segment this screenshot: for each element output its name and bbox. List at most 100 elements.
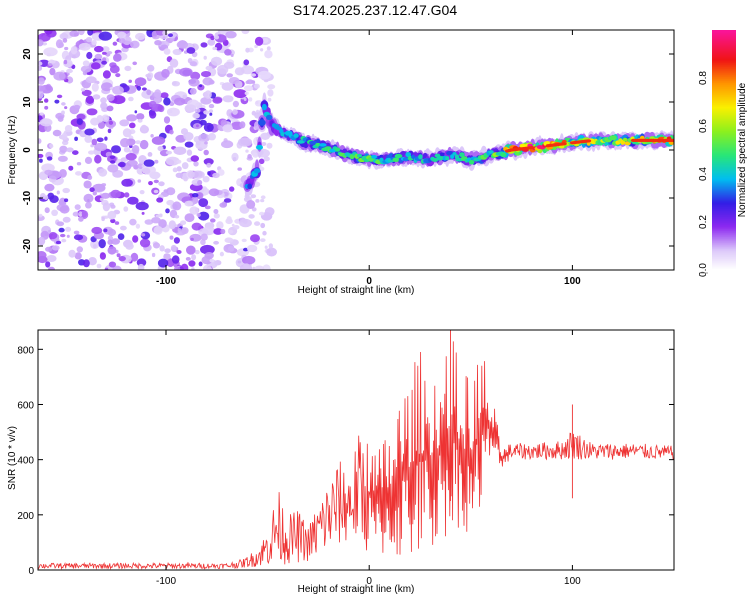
noise-blob: [84, 135, 93, 143]
noise-blob: [220, 228, 226, 235]
ridge-blob: [256, 144, 263, 150]
noise-blob: [109, 155, 116, 159]
spec-xtick-label: -100: [156, 276, 176, 287]
ridge-blob: [258, 119, 266, 126]
noise-blob: [261, 142, 267, 146]
noise-blob: [253, 83, 260, 89]
noise-blob: [153, 225, 163, 235]
colorbar-swatch: [712, 94, 736, 97]
noise-blob: [222, 95, 234, 103]
noise-blob: [87, 30, 94, 36]
noise-blob: [113, 53, 122, 62]
noise-blob: [186, 149, 193, 156]
ridge-blob: [247, 183, 253, 190]
noise-blob: [208, 188, 220, 197]
noise-blob: [153, 179, 159, 184]
ridge-blob: [609, 135, 617, 141]
ridge-blob: [622, 137, 628, 142]
noise-blob: [173, 146, 187, 155]
noise-blob: [38, 77, 45, 85]
noise-blob: [213, 34, 220, 40]
noise-blob: [85, 95, 95, 105]
spec-xlabel: Height of straight line (km): [298, 285, 415, 296]
noise-blob: [130, 40, 140, 49]
ridge-blob: [468, 159, 475, 165]
colorbar-swatch: [712, 40, 736, 43]
noise-blob: [69, 30, 79, 37]
snr-frame: [37, 329, 675, 571]
noise-blob: [174, 266, 181, 270]
noise-blob: [106, 94, 115, 102]
noise-blob: [158, 181, 165, 187]
noise-blob: [223, 61, 235, 69]
noise-blob: [103, 228, 108, 233]
noise-blob: [151, 217, 161, 224]
noise-blob: [137, 179, 142, 183]
spec-ytick-label: -10: [22, 190, 33, 205]
noise-blob: [38, 39, 44, 47]
noise-blob: [55, 240, 62, 245]
noise-blob: [98, 239, 106, 249]
colorbar-swatch: [712, 46, 736, 49]
noise-blob: [210, 218, 216, 223]
noise-blob: [208, 133, 216, 141]
noise-blob: [213, 240, 220, 245]
noise-blob: [234, 67, 245, 76]
colorbar-swatch: [712, 184, 736, 187]
noise-blob: [166, 187, 176, 196]
noise-blob: [107, 235, 113, 241]
noise-blob: [222, 124, 233, 133]
snr-ytick-label: 800: [17, 345, 34, 356]
ridge-blob: [253, 168, 261, 174]
noise-blob: [143, 159, 155, 167]
noise-blob: [112, 85, 124, 95]
noise-blob: [85, 76, 97, 84]
noise-blob: [87, 175, 93, 180]
noise-blob: [169, 235, 174, 240]
colorbar-swatch: [712, 156, 736, 159]
ridge-blob: [445, 156, 450, 161]
noise-blob: [262, 38, 269, 44]
noise-blob: [100, 102, 108, 110]
noise-blob: [191, 222, 202, 231]
noise-blob: [203, 158, 214, 166]
noise-blob: [107, 246, 117, 255]
noise-blob: [205, 65, 213, 71]
noise-blob: [122, 128, 132, 138]
noise-blob: [98, 31, 113, 41]
noise-blob: [83, 259, 90, 268]
noise-blob: [166, 199, 175, 206]
noise-blob: [147, 152, 153, 157]
colorbar-swatch: [712, 218, 736, 221]
noise-blob: [102, 202, 111, 212]
noise-blob: [141, 233, 146, 237]
noise-blob: [245, 149, 249, 153]
noise-blob: [184, 104, 197, 113]
noise-blob: [168, 220, 176, 230]
noise-blob: [246, 200, 256, 209]
noise-blob: [76, 113, 86, 120]
ridge-blob: [296, 140, 305, 144]
colorbar-swatch: [712, 266, 736, 269]
noise-blob: [52, 129, 62, 137]
colorbar-swatch: [712, 224, 736, 227]
noise-blob: [175, 172, 183, 178]
noise-blob: [258, 158, 265, 165]
noise-blob: [250, 194, 257, 199]
noise-blob: [116, 253, 121, 258]
ridge-blob: [402, 157, 409, 162]
ridge-peak: [586, 139, 592, 143]
colorbar-swatch: [712, 208, 736, 211]
noise-blob: [59, 145, 68, 153]
noise-blob: [184, 141, 194, 148]
noise-blob: [248, 97, 253, 102]
noise-blob: [90, 62, 101, 70]
colorbar-swatch: [712, 140, 736, 143]
noise-blob: [73, 230, 80, 235]
noise-blob: [207, 38, 216, 46]
noise-blob: [110, 238, 120, 245]
noise-blob: [64, 198, 69, 202]
colorbar-swatch: [712, 42, 736, 45]
noise-blob: [41, 163, 55, 173]
noise-blob: [243, 263, 250, 269]
